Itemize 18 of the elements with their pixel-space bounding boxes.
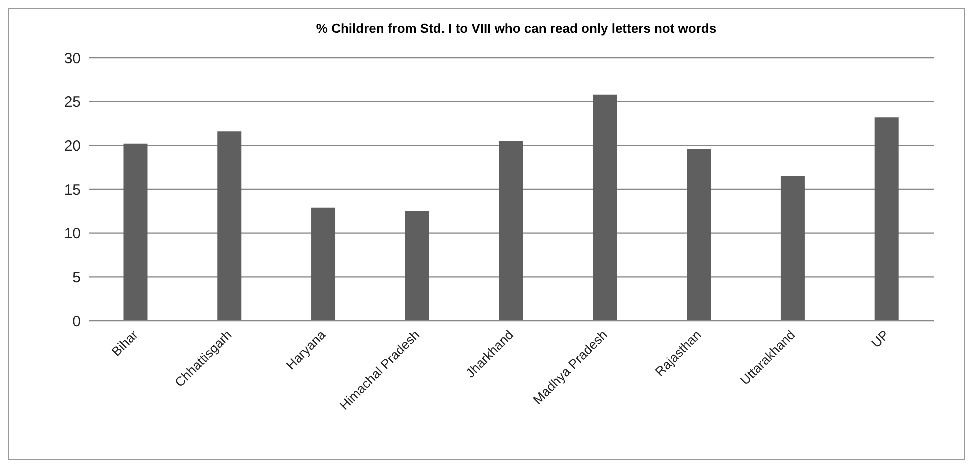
- bar: [593, 94, 618, 321]
- y-tick-label: 10: [64, 226, 81, 243]
- y-tick-label: 20: [64, 138, 81, 155]
- bar: [780, 176, 805, 321]
- bar: [687, 149, 712, 321]
- bar: [405, 211, 430, 321]
- y-tick-label: 15: [64, 182, 81, 199]
- y-tick-label: 0: [72, 313, 81, 330]
- bar: [499, 141, 524, 321]
- y-tick-label: 5: [72, 269, 81, 286]
- bar: [874, 118, 899, 321]
- y-tick-label: 30: [64, 50, 81, 68]
- bar: [312, 208, 336, 321]
- bar: [218, 132, 242, 321]
- y-tick-label: 25: [64, 94, 81, 112]
- x-tick-label: UP: [868, 327, 892, 351]
- chart-title: % Children from Std. I to VIII who can read only letters not words: [315, 21, 718, 36]
- bar: [124, 144, 148, 321]
